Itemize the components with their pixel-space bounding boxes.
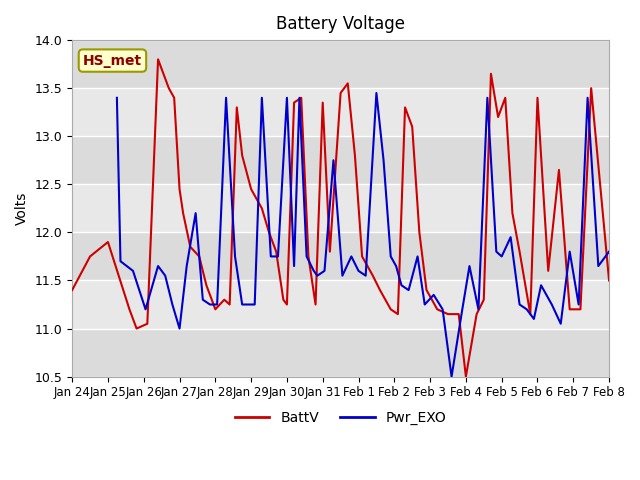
BattV <box>247 186 255 192</box>
BattV <box>154 57 162 62</box>
Pwr_EXO <box>231 253 239 259</box>
Pwr_EXO <box>548 301 556 307</box>
BattV <box>319 100 326 106</box>
BattV <box>433 306 441 312</box>
Pwr_EXO <box>605 249 613 254</box>
Bar <box>72 136 609 184</box>
Text: HS_met: HS_met <box>83 54 142 68</box>
Pwr_EXO <box>448 374 456 380</box>
Legend: BattV, Pwr_EXO: BattV, Pwr_EXO <box>229 405 452 430</box>
BattV <box>233 105 241 110</box>
BattV <box>462 374 470 380</box>
Bar <box>72 328 609 377</box>
Pwr_EXO <box>372 90 380 96</box>
Title: Battery Voltage: Battery Voltage <box>276 15 405 33</box>
Pwr_EXO <box>380 157 387 163</box>
Pwr_EXO <box>213 301 221 307</box>
Y-axis label: Volts: Volts <box>15 192 29 225</box>
Pwr_EXO <box>290 263 298 269</box>
Bar <box>72 40 609 88</box>
Line: Pwr_EXO: Pwr_EXO <box>117 93 609 377</box>
BattV <box>605 277 613 283</box>
BattV <box>337 90 344 96</box>
BattV <box>68 287 76 293</box>
Bar <box>72 232 609 280</box>
BattV <box>588 85 595 91</box>
Pwr_EXO <box>404 287 412 293</box>
Line: BattV: BattV <box>72 60 609 377</box>
Pwr_EXO <box>113 95 121 101</box>
